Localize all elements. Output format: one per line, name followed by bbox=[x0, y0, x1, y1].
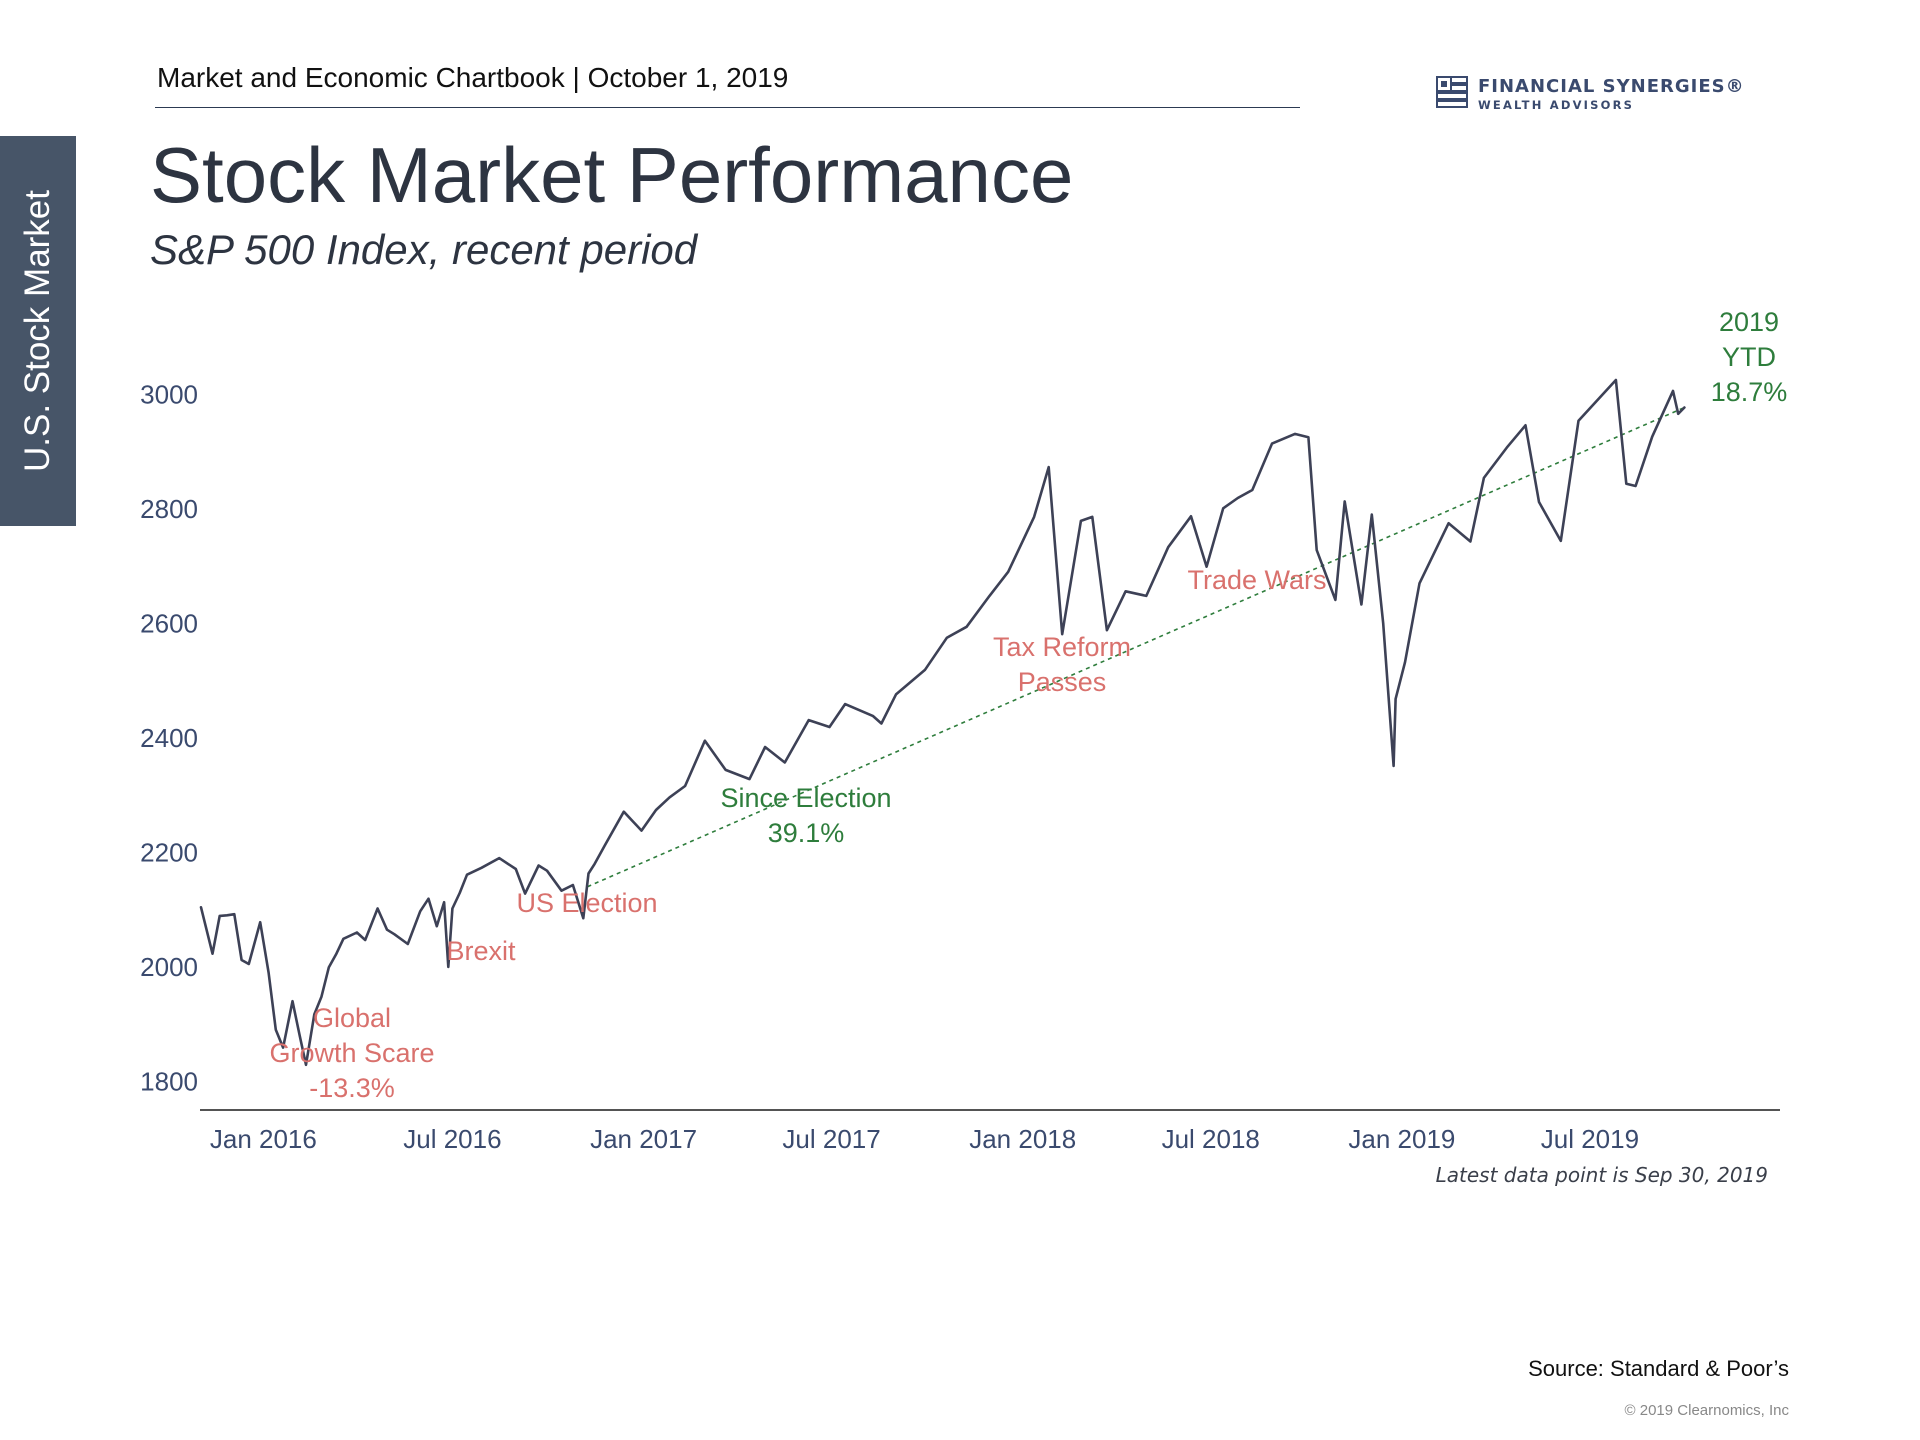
y-axis-tick-labels: 1800 2000 2200 2400 2600 2800 3000 bbox=[140, 379, 198, 1096]
logo-company-subtitle: WEALTH ADVISORS bbox=[1478, 98, 1635, 112]
x-tick-label: Jan 2019 bbox=[1348, 1124, 1455, 1154]
annotation-since-election: Since Election 39.1% bbox=[720, 783, 891, 848]
y-tick-label: 2200 bbox=[140, 837, 198, 867]
series-line bbox=[199, 378, 1686, 1067]
y-tick-label: 2800 bbox=[140, 494, 198, 524]
y-tick-label: 2600 bbox=[140, 608, 198, 638]
annotation-tax-reform: Tax Reform Passes bbox=[993, 632, 1131, 697]
annotation-line: US Election bbox=[516, 888, 657, 918]
annotation-line: 18.7% bbox=[1711, 377, 1788, 407]
annotation-line: YTD bbox=[1722, 342, 1776, 372]
annotation-us-election: US Election bbox=[516, 888, 657, 918]
annotation-line: 2019 bbox=[1719, 307, 1779, 337]
annotation-global-growth-scare: Global Growth Scare -13.3% bbox=[269, 1003, 434, 1103]
flag-square-icon bbox=[1436, 76, 1468, 108]
annotation-line: Growth Scare bbox=[269, 1038, 434, 1068]
y-tick-label: 1800 bbox=[140, 1066, 198, 1096]
header-divider bbox=[155, 107, 1300, 108]
annotation-line: 39.1% bbox=[768, 818, 845, 848]
section-side-tab: U.S. Stock Market bbox=[0, 136, 76, 526]
annotation-2019-ytd: 2019 YTD 18.7% bbox=[1711, 307, 1788, 407]
annotation-line: Passes bbox=[1018, 667, 1107, 697]
trendline bbox=[587, 406, 1685, 888]
x-tick-label: Jan 2016 bbox=[210, 1124, 317, 1154]
x-tick-label: Jul 2018 bbox=[1162, 1124, 1260, 1154]
annotation-trade-wars: Trade Wars bbox=[1187, 565, 1326, 595]
page-subtitle: S&P 500 Index, recent period bbox=[150, 226, 698, 273]
annotation-line: Since Election bbox=[720, 783, 891, 813]
source-note: Source: Standard & Poor’s bbox=[1528, 1356, 1789, 1381]
y-tick-label: 2400 bbox=[140, 723, 198, 753]
annotation-line: -13.3% bbox=[309, 1073, 395, 1103]
x-tick-label: Jul 2017 bbox=[782, 1124, 880, 1154]
x-tick-label: Jan 2018 bbox=[969, 1124, 1076, 1154]
chartbook-header: Market and Economic Chartbook | October … bbox=[157, 62, 789, 93]
trendlines bbox=[587, 406, 1685, 888]
page-title: Stock Market Performance bbox=[150, 131, 1074, 219]
series-lines bbox=[199, 378, 1686, 1067]
copyright-note: © 2019 Clearnomics, Inc bbox=[1624, 1402, 1789, 1419]
annotation-line: Global bbox=[313, 1003, 391, 1033]
logo-company-name: FINANCIAL SYNERGIES® bbox=[1478, 76, 1745, 97]
x-tick-label: Jul 2016 bbox=[403, 1124, 501, 1154]
x-tick-label: Jan 2017 bbox=[590, 1124, 697, 1154]
annotation-brexit: Brexit bbox=[446, 936, 516, 966]
x-tick-label: Jul 2019 bbox=[1541, 1124, 1639, 1154]
annotation-line: Trade Wars bbox=[1187, 565, 1326, 595]
x-axis-tick-labels: Jan 2016 Jul 2016 Jan 2017 Jul 2017 Jan 2018… bbox=[210, 1124, 1639, 1154]
y-tick-label: 3000 bbox=[140, 379, 198, 409]
company-logo: FINANCIAL SYNERGIES® WEALTH ADVISORS bbox=[1436, 76, 1756, 112]
latest-data-note: Latest data point is Sep 30, 2019 bbox=[1435, 1163, 1768, 1187]
annotation-line: Tax Reform bbox=[993, 632, 1131, 662]
y-tick-label: 2000 bbox=[140, 952, 198, 982]
annotation-line: Brexit bbox=[446, 936, 516, 966]
